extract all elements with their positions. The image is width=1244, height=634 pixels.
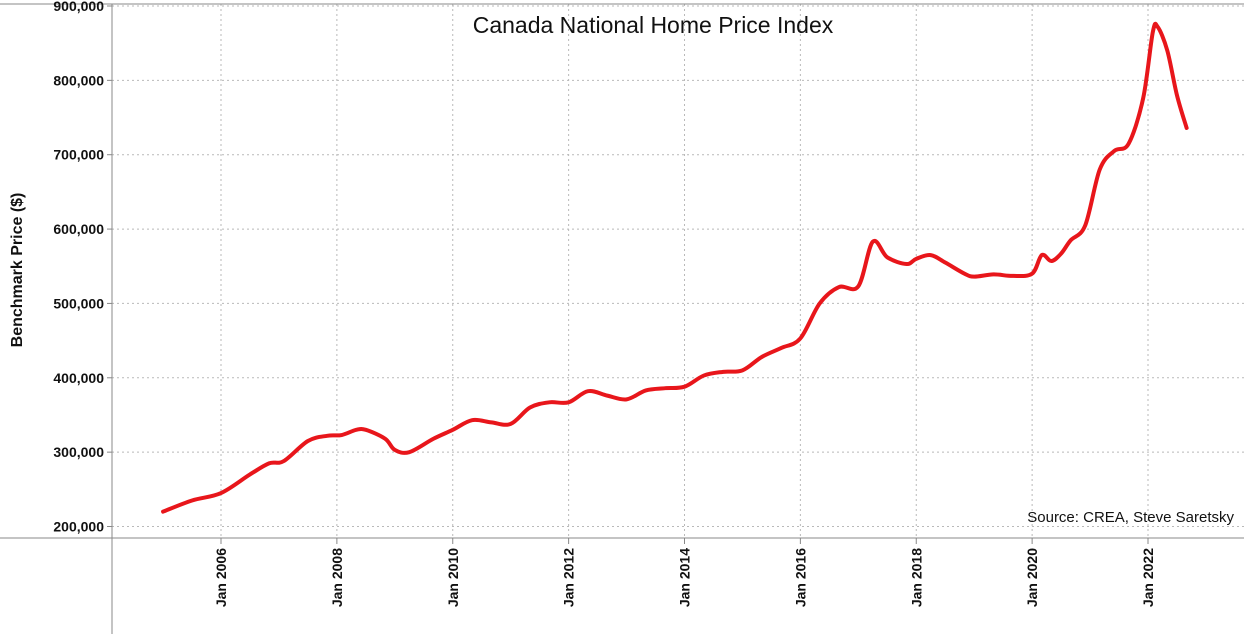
y-axis-ticks: 200,000 300,000 400,000 500,000 600,000 700,0… xyxy=(53,0,112,535)
source-note: Source: CREA, Steve Saretsky xyxy=(1027,509,1234,526)
y-tick-label: 400,000 xyxy=(53,370,104,386)
gridlines xyxy=(112,4,1244,538)
x-tick-label: Jan 2010 xyxy=(445,548,461,607)
y-tick-label: 200,000 xyxy=(53,519,104,535)
y-tick-label: 500,000 xyxy=(53,295,104,311)
y-tick-label: 300,000 xyxy=(53,444,104,460)
x-tick-label: Jan 2014 xyxy=(677,548,693,607)
x-tick-label: Jan 2018 xyxy=(908,548,924,607)
y-tick-label: 600,000 xyxy=(53,221,104,237)
y-tick-label: 700,000 xyxy=(53,147,104,163)
x-tick-label: Jan 2012 xyxy=(561,548,577,607)
series-layer xyxy=(161,21,1189,514)
x-tick-label: Jan 2008 xyxy=(329,548,345,607)
x-tick-label: Jan 2016 xyxy=(792,548,808,607)
x-axis-ticks: Jan 2006 Jan 2008 Jan 2010 Jan 2012 Jan 2014… xyxy=(213,538,1156,607)
x-tick-label: Jan 2020 xyxy=(1024,548,1040,607)
series-line xyxy=(161,21,1189,514)
y-axis-label: Benchmark Price ($) xyxy=(9,193,26,348)
axes xyxy=(0,3,1244,634)
x-tick-label: Jan 2006 xyxy=(213,548,229,607)
chart-title: Canada National Home Price Index xyxy=(473,12,834,38)
y-tick-label: 900,000 xyxy=(53,0,104,14)
x-tick-label: Jan 2022 xyxy=(1140,548,1156,607)
y-tick-label: 800,000 xyxy=(53,72,104,88)
